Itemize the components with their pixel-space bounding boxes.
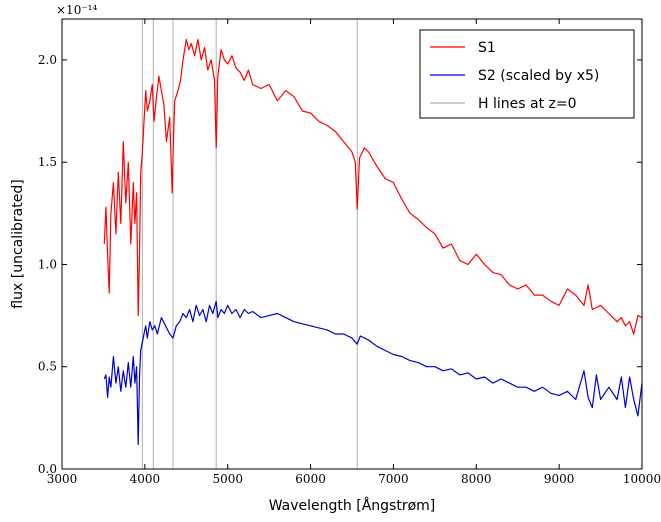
y-axis-label: flux [uncalibrated]: [10, 179, 26, 308]
y-tick-label: 2.0: [38, 53, 57, 67]
y-tick-label: 1.0: [38, 257, 57, 271]
y-tick-label: 0.5: [38, 360, 57, 374]
y-tick-label: 0.0: [38, 462, 57, 476]
legend-label: S1: [478, 40, 496, 56]
x-tick-label: 4000: [130, 472, 161, 486]
x-tick-label: 8000: [461, 472, 492, 486]
ticks-layer: 3000 4000 5000 6000 7000 8000 9000 10000 0.0 0.5 1…: [38, 19, 661, 486]
series-line-1: [103, 38, 643, 335]
x-tick-label: 6000: [295, 472, 326, 486]
x-axis-label: Wavelength [Ångstrøm]: [269, 497, 436, 514]
h-lines-layer: [141, 19, 358, 469]
x-tick-label: 3000: [47, 472, 78, 486]
y-tick-label: 1.5: [38, 155, 57, 169]
x-tick-label: 9000: [544, 472, 575, 486]
x-tick-label: 10000: [623, 472, 661, 486]
x-tick-label: 7000: [378, 472, 409, 486]
series-line-2: [103, 300, 643, 446]
legend: S1 S2 (scaled by x5) H lines at z=0: [419, 29, 635, 119]
plot-frame: [61, 18, 643, 470]
x-tick-label: 5000: [212, 472, 243, 486]
legend-label: H lines at z=0: [478, 96, 577, 112]
series-layer: [103, 38, 643, 446]
legend-label: S2 (scaled by x5): [478, 68, 599, 84]
y-offset-label: ×10⁻¹⁴: [56, 3, 97, 17]
